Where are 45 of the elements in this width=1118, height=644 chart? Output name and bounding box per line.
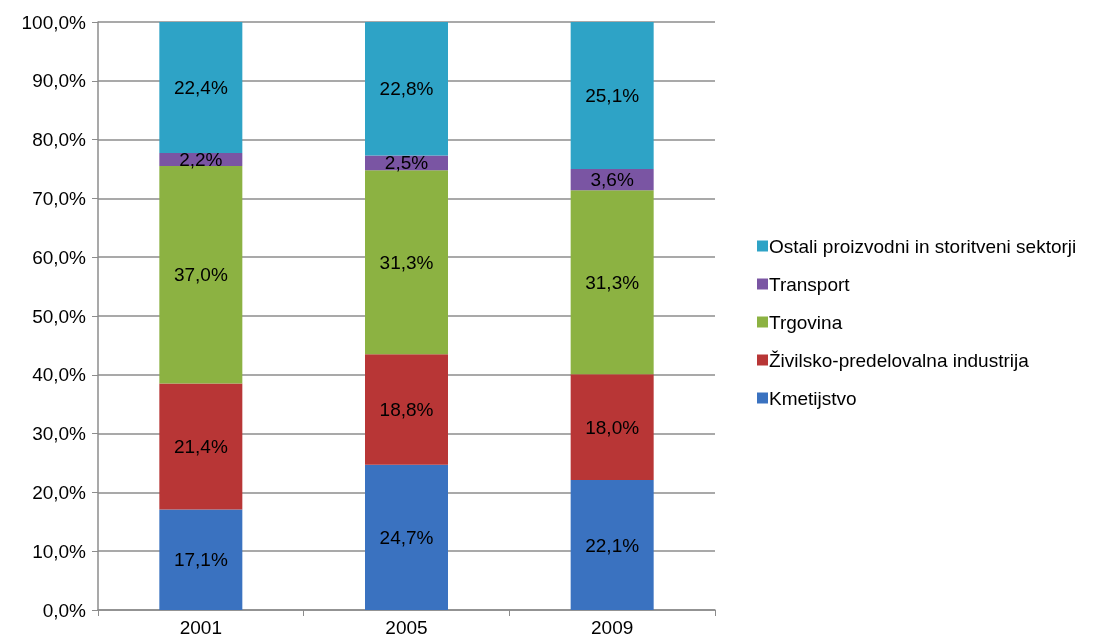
data-label: 31,3%: [379, 251, 434, 273]
bar: [570, 374, 654, 481]
data-label: 17,1%: [173, 549, 228, 571]
y-tick-label: 50,0%: [32, 305, 87, 327]
legend-label: Kmetijstvo: [769, 387, 857, 409]
data-label: 25,1%: [585, 85, 640, 106]
bar: [159, 383, 243, 510]
legend-label: Živilsko-predelovalna industrija: [769, 349, 1030, 371]
bar: [570, 22, 654, 169]
y-tick-label: 60,0%: [32, 246, 87, 268]
data-label: 37,0%: [173, 264, 228, 286]
y-tick-label: 10,0%: [32, 540, 87, 562]
bar: [365, 170, 448, 355]
y-tick-label: 30,0%: [32, 423, 87, 445]
bar: [159, 22, 243, 154]
x-tick-label: 2001: [179, 617, 222, 638]
bar: [365, 22, 448, 156]
legend-label: Trgovina: [769, 311, 843, 333]
y-tick-label: 20,0%: [32, 481, 87, 503]
legend-label: Ostali proizvodni in storitveni sektorji: [769, 235, 1077, 257]
x-tick-label: 2005: [385, 617, 428, 638]
y-tick-label: 40,0%: [32, 364, 87, 386]
bar: [159, 509, 243, 610]
y-tick-label: 90,0%: [32, 70, 87, 92]
y-tick-label: 0,0%: [42, 599, 87, 621]
data-label: 24,7%: [379, 526, 434, 548]
bar: [570, 480, 654, 610]
data-label: 2,2%: [179, 149, 223, 171]
data-label: 31,3%: [585, 271, 640, 293]
y-tick-label: 70,0%: [32, 187, 87, 209]
bar: [365, 464, 448, 610]
legend-label: Transport: [769, 273, 851, 295]
y-tick-label: 80,0%: [32, 129, 87, 151]
data-label: 22,4%: [173, 77, 228, 99]
x-tick-label: 2009: [591, 617, 634, 638]
data-label: 22,1%: [585, 534, 640, 556]
y-tick-label: 100,0%: [21, 11, 87, 33]
data-label: 3,6%: [590, 169, 634, 191]
bar: [570, 190, 654, 375]
data-label: 21,4%: [173, 436, 228, 458]
bar: [365, 354, 448, 465]
data-label: 2,5%: [384, 152, 429, 174]
data-label: 18,8%: [379, 398, 434, 420]
data-label: 22,8%: [379, 78, 434, 100]
data-label: 18,0%: [585, 416, 640, 438]
